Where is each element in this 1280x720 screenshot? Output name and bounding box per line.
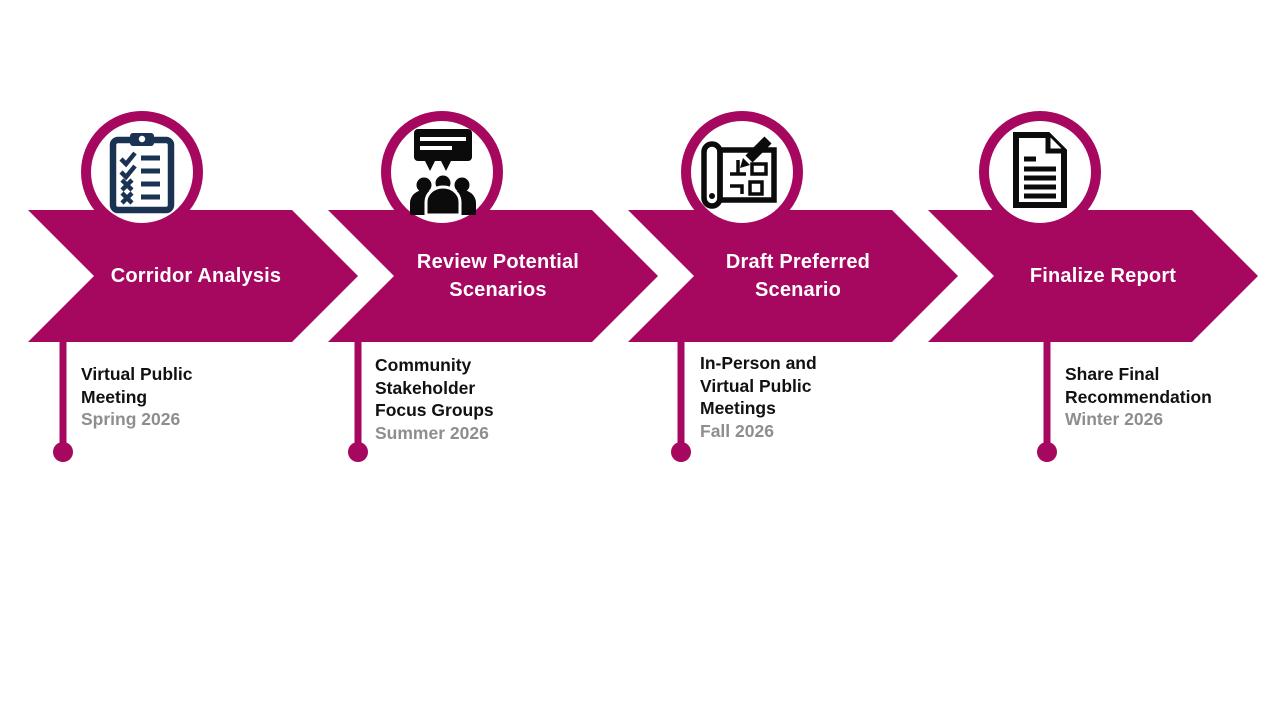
milestone-detail-line: Meeting — [81, 386, 148, 407]
audience-discussion-icon — [410, 129, 476, 217]
stage-title: Draft Preferred Scenario — [658, 248, 938, 304]
timeline-connector-line — [59, 342, 67, 452]
timeline-connector-line — [1043, 342, 1051, 452]
blueprint-pencil-icon — [701, 136, 777, 209]
stage-title-line: Scenario — [754, 279, 842, 301]
milestone-detail-line: Share Final — [1065, 364, 1160, 384]
milestone-detail-line: Community — [375, 355, 472, 375]
timeline-connector-line — [354, 342, 362, 452]
timeline-dot — [348, 442, 368, 462]
stage-title: Finalize Report — [963, 262, 1243, 290]
milestone-date: Fall 2026 — [700, 420, 774, 441]
stage-title: Review Potential Scenarios — [358, 248, 638, 304]
milestone-date: Winter 2026 — [1065, 409, 1164, 429]
stage-title-line: Scenarios — [449, 279, 547, 301]
milestone-detail-line: Meetings — [700, 398, 776, 418]
milestone-detail-line: Focus Groups — [375, 400, 494, 420]
clipboard-checklist-icon — [109, 133, 175, 214]
milestone-detail: Virtual Public Meeting Spring 2026 — [81, 363, 271, 431]
milestone-detail-line: In-Person and — [700, 353, 817, 373]
chevron-arrow — [328, 210, 658, 342]
chevron-arrow — [928, 210, 1258, 342]
chevron-arrow — [628, 210, 958, 342]
milestone-date: Summer 2026 — [375, 422, 489, 443]
timeline-dot — [1037, 442, 1057, 462]
report-document-icon — [1013, 132, 1067, 208]
stage-title-line: Review Potential — [416, 251, 580, 273]
milestone-detail-line: Recommendation — [1065, 386, 1212, 407]
milestone-detail: In-Person and Virtual Public Meetings Fa… — [700, 352, 890, 442]
timeline-connector-line — [677, 342, 685, 452]
stage-title: Corridor Analysis — [56, 262, 336, 290]
milestone-date: Spring 2026 — [81, 409, 181, 429]
stage-title-line: Corridor Analysis — [110, 265, 282, 287]
stage-title-line: Draft Preferred — [725, 251, 871, 273]
timeline-dot — [671, 442, 691, 462]
milestone-detail: Share Final Recommendation Winter 2026 — [1065, 363, 1255, 431]
milestone-detail-line: Virtual Public — [81, 364, 193, 384]
milestone-detail-line: Stakeholder — [375, 377, 476, 398]
chevron-arrow — [28, 210, 358, 342]
milestone-detail-line: Virtual Public — [700, 375, 812, 396]
timeline-dot — [53, 442, 73, 462]
stage-title-line: Finalize Report — [1029, 265, 1177, 287]
milestone-detail: Community Stakeholder Focus Groups Summe… — [375, 354, 565, 444]
